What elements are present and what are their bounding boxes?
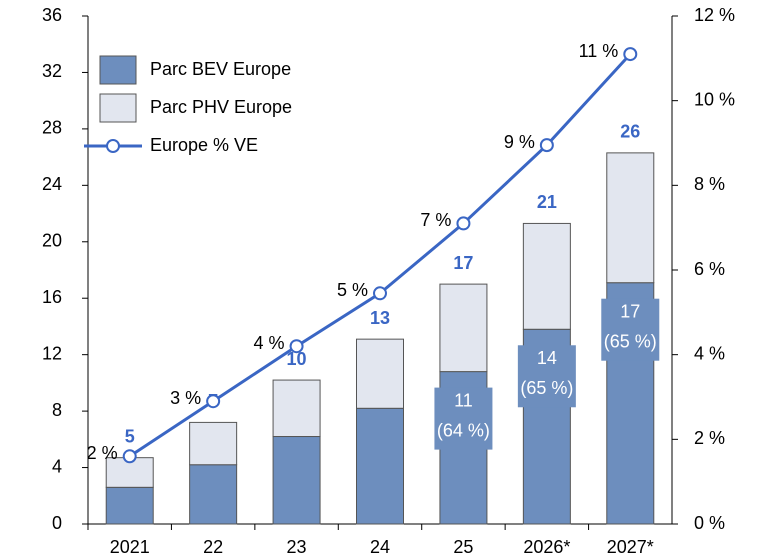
bar-value-label: 11 (454, 390, 473, 410)
x-tick-label: 25 (453, 537, 473, 557)
x-tick-label: 2027* (607, 537, 654, 557)
x-tick-label: 2026* (523, 537, 570, 557)
line-marker (456, 216, 471, 231)
bar-segment (189, 421, 238, 466)
line-value-label: 3 % (170, 388, 201, 408)
y-tick-label: 32 (42, 61, 62, 81)
y-tick-label: 24 (42, 174, 62, 194)
bar-share-label: (65 %) (604, 331, 657, 351)
bar-segment (356, 338, 404, 409)
bar-segment (356, 407, 404, 525)
y-tick-label: 36 (42, 5, 62, 25)
bar-segment (189, 464, 238, 525)
legend-label: Europe % VE (150, 135, 258, 155)
label-box (517, 345, 576, 408)
y2-tick-label: 6 % (694, 259, 725, 279)
line-value-label: 11 % (579, 41, 619, 61)
y-tick-label: 0 (52, 513, 62, 533)
x-tick-label: 22 (203, 537, 223, 557)
total-label: 13 (370, 308, 390, 328)
bar-share-label: (64 %) (437, 420, 490, 440)
y2-tick-label: 2 % (694, 428, 725, 448)
legend-marker (106, 139, 120, 153)
bar-value-label: 14 (537, 348, 557, 368)
line-value-label: 2 % (87, 443, 118, 463)
legend-label: Parc PHV Europe (150, 97, 292, 117)
bar-segment (606, 152, 655, 284)
y2-tick-label: 0 % (694, 513, 725, 533)
y-tick-label: 12 (42, 343, 62, 363)
line-marker (122, 449, 137, 464)
line-marker (623, 47, 638, 62)
line-value-label: 5 % (337, 280, 368, 300)
bar-segment (439, 283, 488, 373)
label-box (434, 387, 493, 450)
total-label: 17 (453, 253, 473, 273)
x-tick-label: 24 (370, 537, 390, 557)
bar-segment (522, 222, 571, 330)
line-marker (373, 286, 387, 301)
y-tick-label: 20 (42, 231, 62, 251)
bar-segment (272, 379, 321, 438)
bar-segment (105, 486, 154, 525)
bar-segment (272, 436, 321, 525)
y-tick-label: 28 (42, 118, 62, 138)
legend-swatch (99, 55, 137, 85)
total-label: 5 (125, 426, 135, 446)
line-marker (539, 138, 554, 153)
y2-tick-label: 8 % (694, 174, 725, 194)
y-tick-label: 8 (52, 400, 62, 420)
legend-label: Parc BEV Europe (150, 59, 291, 79)
total-label: 10 (287, 349, 307, 369)
y2-tick-label: 4 % (694, 343, 725, 363)
bar-value-label: 17 (620, 301, 640, 321)
line-value-label: 9 % (504, 132, 535, 152)
x-tick-label: 23 (287, 537, 307, 557)
y-tick-label: 4 (52, 456, 62, 476)
bar-share-label: (65 %) (520, 378, 573, 398)
legend-swatch (99, 93, 137, 123)
y2-tick-label: 10 % (694, 89, 735, 109)
total-label: 21 (537, 192, 557, 212)
line-value-label: 4 % (254, 333, 285, 353)
x-tick-label: 2021 (110, 537, 150, 557)
line-marker (206, 394, 221, 409)
y2-tick-label: 12 % (694, 5, 735, 25)
y-tick-label: 16 (42, 287, 62, 307)
line-marker (289, 339, 304, 354)
line-value-label: 7 % (420, 210, 451, 230)
label-box (601, 298, 660, 361)
total-label: 26 (620, 122, 640, 142)
